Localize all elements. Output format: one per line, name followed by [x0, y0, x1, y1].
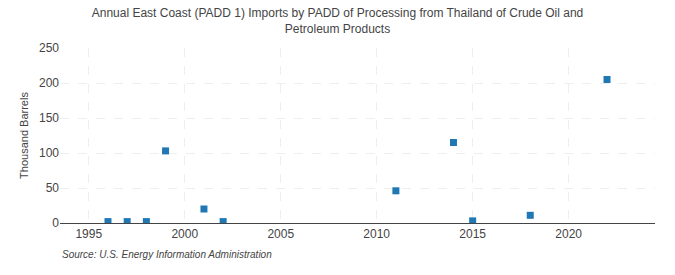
- svg-text:Source: U.S. Energy Informatio: Source: U.S. Energy Information Administ…: [62, 249, 272, 260]
- svg-text:2010: 2010: [363, 227, 390, 241]
- svg-text:Annual East Coast (PADD 1) Imp: Annual East Coast (PADD 1) Imports by PA…: [92, 6, 584, 36]
- svg-text:0: 0: [52, 216, 59, 230]
- svg-text:2005: 2005: [267, 227, 294, 241]
- svg-text:2000: 2000: [171, 227, 198, 241]
- svg-text:250: 250: [39, 41, 59, 55]
- svg-text:2015: 2015: [459, 227, 486, 241]
- svg-text:100: 100: [39, 146, 59, 160]
- svg-text:1995: 1995: [75, 227, 102, 241]
- svg-text:2020: 2020: [555, 227, 582, 241]
- svg-text:150: 150: [39, 111, 59, 125]
- svg-text:Thousand Barrels: Thousand Barrels: [18, 92, 30, 179]
- svg-text:200: 200: [39, 76, 59, 90]
- svg-text:50: 50: [46, 181, 60, 195]
